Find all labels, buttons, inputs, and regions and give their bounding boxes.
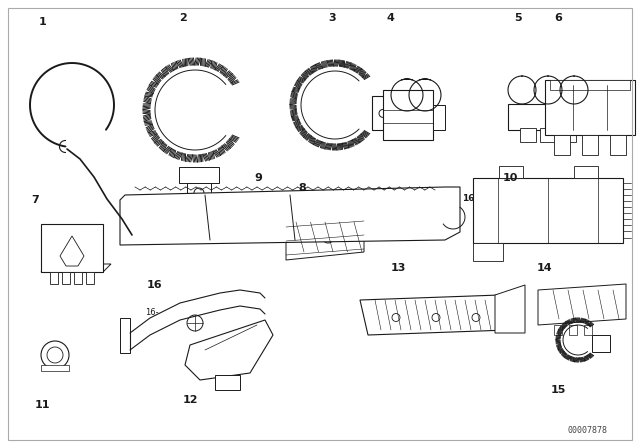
Polygon shape [499, 165, 522, 177]
Text: 11: 11 [35, 400, 50, 410]
Text: 16: 16 [147, 280, 163, 290]
Polygon shape [495, 285, 525, 333]
Circle shape [392, 314, 400, 322]
Polygon shape [120, 318, 130, 353]
Text: 00007878: 00007878 [568, 426, 608, 435]
Polygon shape [215, 375, 240, 390]
Polygon shape [538, 284, 626, 325]
Circle shape [194, 188, 204, 198]
Text: 10: 10 [502, 173, 518, 183]
Polygon shape [86, 272, 94, 284]
Polygon shape [592, 335, 610, 352]
Text: 2: 2 [179, 13, 187, 23]
Polygon shape [41, 365, 69, 371]
Polygon shape [550, 80, 630, 90]
Text: 13: 13 [390, 263, 406, 273]
Polygon shape [372, 96, 394, 130]
Polygon shape [383, 90, 433, 140]
Circle shape [379, 109, 387, 117]
Text: 8: 8 [298, 183, 306, 193]
Text: 5: 5 [514, 13, 522, 23]
Polygon shape [74, 272, 82, 284]
Text: 9: 9 [254, 173, 262, 183]
Polygon shape [120, 187, 460, 245]
Polygon shape [582, 135, 598, 155]
Text: 7: 7 [31, 195, 39, 205]
Circle shape [47, 347, 63, 363]
Polygon shape [62, 272, 70, 284]
Circle shape [322, 231, 334, 243]
Polygon shape [60, 236, 84, 266]
Polygon shape [560, 128, 576, 142]
Polygon shape [187, 183, 211, 193]
Polygon shape [508, 104, 588, 130]
Polygon shape [360, 295, 508, 335]
Polygon shape [610, 135, 626, 155]
Text: 16-: 16- [145, 307, 159, 316]
Text: 14: 14 [537, 263, 553, 273]
Polygon shape [554, 135, 570, 155]
Polygon shape [50, 272, 58, 284]
Polygon shape [569, 325, 577, 335]
Text: 6: 6 [554, 13, 562, 23]
Polygon shape [185, 320, 273, 380]
Text: 15: 15 [550, 385, 566, 395]
Text: 1: 1 [39, 17, 47, 27]
Text: 12: 12 [182, 395, 198, 405]
Polygon shape [554, 325, 562, 335]
Polygon shape [473, 242, 503, 260]
Polygon shape [433, 105, 445, 130]
Polygon shape [41, 264, 111, 272]
Text: 16: 16 [461, 194, 474, 202]
Circle shape [432, 314, 440, 322]
Polygon shape [573, 165, 598, 177]
Polygon shape [545, 80, 635, 135]
Circle shape [187, 315, 203, 331]
Text: 3: 3 [328, 13, 336, 23]
Circle shape [41, 341, 69, 369]
Polygon shape [286, 214, 364, 260]
Polygon shape [473, 177, 623, 242]
Polygon shape [540, 128, 556, 142]
Polygon shape [584, 325, 592, 335]
Circle shape [472, 314, 480, 322]
Polygon shape [41, 224, 103, 272]
Polygon shape [179, 167, 219, 183]
Polygon shape [520, 128, 536, 142]
Text: 4: 4 [386, 13, 394, 23]
